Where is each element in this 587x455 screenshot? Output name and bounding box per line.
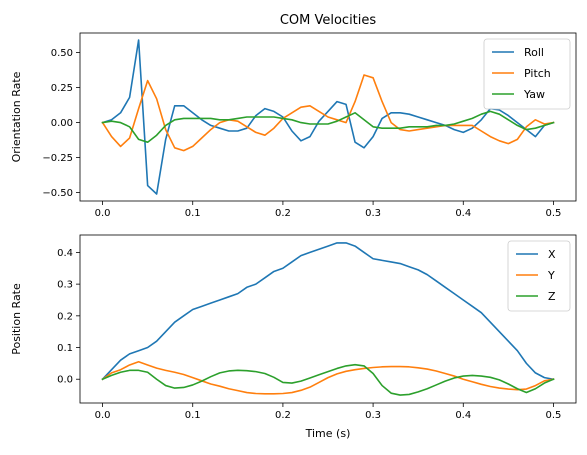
y-axis-label: Position Rate [10, 283, 23, 355]
x-tick-label: 0.5 [546, 410, 562, 421]
legend-label-roll: Roll [524, 46, 544, 59]
series-line-roll [101, 39, 555, 195]
legend-label-z: Z [548, 290, 556, 303]
y-tick-label: −0.50 [42, 188, 73, 199]
chart-title: COM Velocities [280, 13, 377, 28]
y-tick-label: 0.1 [57, 343, 73, 354]
legend: XYZ [507, 240, 571, 312]
y-tick-label: 0.00 [51, 118, 73, 129]
x-tick-label: 0.3 [365, 410, 381, 421]
legend-label-x: X [548, 248, 556, 261]
x-tick-label: 0.5 [546, 208, 562, 219]
series-line-yaw [101, 110, 555, 143]
series-lines [101, 242, 555, 396]
axes-frame [79, 32, 577, 202]
subplot-1: COM Velocities 0.0 0.1 0.2 0.3 0.4 0.5 −0.50 −0.… [10, 13, 577, 219]
legend-box [507, 240, 571, 312]
y-tick-label: 0.2 [57, 311, 73, 322]
axes-frame [79, 234, 577, 404]
legend-label-pitch: Pitch [524, 67, 551, 80]
legend-label-y: Y [547, 269, 555, 282]
plots-group: COM Velocities 0.0 0.1 0.2 0.3 0.4 0.5 −0.50 −0.… [10, 13, 577, 440]
series-line-y [101, 360, 555, 395]
x-tick-label: 0.0 [95, 208, 111, 219]
y-tick-label: −0.25 [42, 153, 73, 164]
x-axis-label: Time (s) [305, 427, 351, 440]
y-tick-label: 0.4 [57, 248, 73, 259]
series-line-x [101, 242, 555, 381]
legend-label-yaw: Yaw [523, 88, 545, 101]
legend-box [483, 38, 571, 110]
series-lines [101, 39, 555, 195]
series-line-z [101, 363, 555, 396]
x-tick-label: 0.4 [455, 208, 471, 219]
y-tick-label: 0.25 [51, 83, 73, 94]
x-tick-label: 0.2 [275, 410, 291, 421]
x-tick-label: 0.2 [275, 208, 291, 219]
y-tick-label: 0.50 [51, 48, 73, 59]
x-tick-label: 0.4 [455, 410, 471, 421]
x-tick-label: 0.3 [365, 208, 381, 219]
x-tick-label: 0.1 [185, 410, 201, 421]
x-tick-label: 0.1 [185, 208, 201, 219]
subplot-2: 0.0 0.1 0.2 0.3 0.4 0.5 0.0 0.1 0.2 0.3 0.4 Positio… [10, 234, 577, 440]
y-axis-label: Orientation Rate [10, 71, 23, 162]
y-tick-label: 0.0 [57, 375, 73, 386]
series-line-pitch [101, 74, 555, 152]
x-tick-label: 0.0 [95, 410, 111, 421]
legend: Roll Pitch Yaw [483, 38, 571, 110]
y-tick-label: 0.3 [57, 280, 73, 291]
